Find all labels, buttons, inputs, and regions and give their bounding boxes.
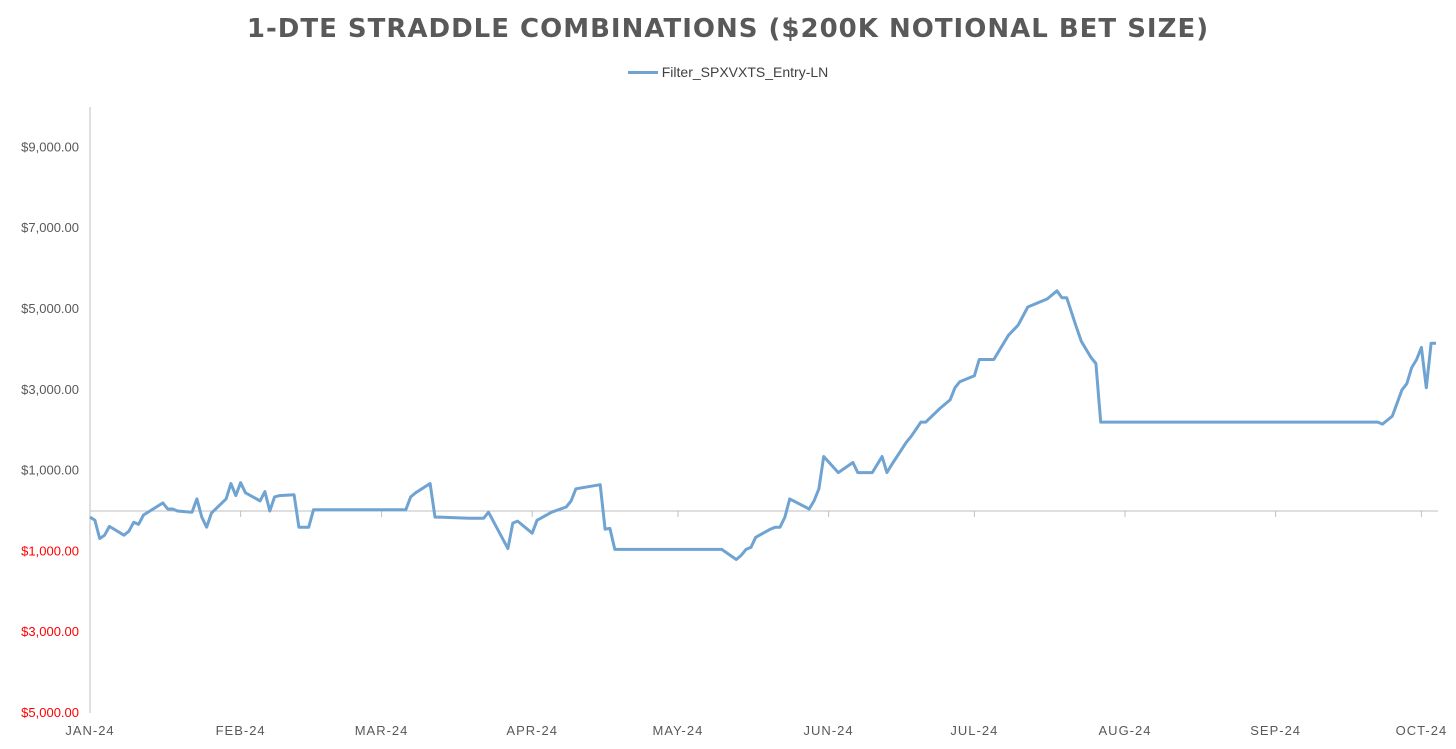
y-tick-label: $5,000.00 <box>21 301 79 316</box>
legend-swatch <box>627 70 658 74</box>
x-tick-label: JAN-24 <box>65 723 114 738</box>
x-tick-label: JUN-24 <box>804 723 854 738</box>
x-tick-label: AUG-24 <box>1099 723 1152 738</box>
y-tick-label: $5,000.00 <box>21 705 79 720</box>
y-tick-label: $1,000.00 <box>21 463 79 478</box>
chart-legend: Filter_SPXVXTS_Entry-LN <box>0 64 1456 80</box>
series-group <box>89 289 1436 561</box>
y-axis: $9,000.00 $7,000.00 $5,000.00 $3,000.00 $1,0… <box>21 107 91 720</box>
series-line <box>89 289 1436 561</box>
y-tick-label: $3,000.00 <box>21 382 79 397</box>
x-tick-label: SEP-24 <box>1250 723 1301 738</box>
y-tick-label: $1,000.00 <box>21 543 79 558</box>
x-tick-label: APR-24 <box>506 723 558 738</box>
x-tick-label: MAY-24 <box>653 723 704 738</box>
x-tick-label: FEB-24 <box>216 723 266 738</box>
y-tick-label: $7,000.00 <box>21 220 79 235</box>
y-tick-label: $9,000.00 <box>21 139 79 154</box>
x-tick-label: OCT-24 <box>1396 723 1448 738</box>
x-tick-label: JUL-24 <box>950 723 998 738</box>
legend-series-label: Filter_SPXVXTS_Entry-LN <box>661 64 829 80</box>
chart-title: 1-DTE STRADDLE COMBINATIONS ($200K NOTIO… <box>246 14 1210 44</box>
x-axis: JAN-24 FEB-24 MAR-24 APR-24 MAY-24 JUN-24 JUL-… <box>65 510 1448 738</box>
x-tick-label: MAR-24 <box>355 723 409 738</box>
y-tick-label: $3,000.00 <box>21 624 79 639</box>
